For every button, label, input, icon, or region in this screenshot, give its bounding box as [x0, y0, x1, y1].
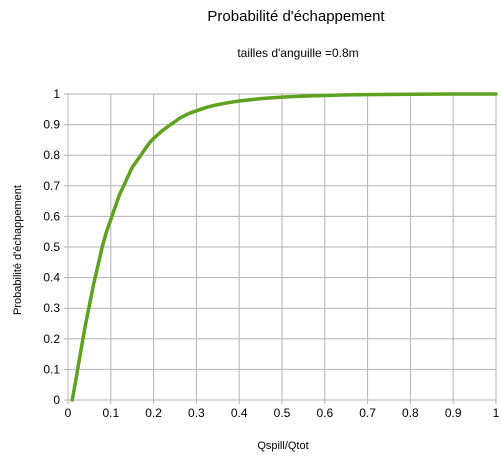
y-tick-label: 0.6 [43, 209, 60, 223]
y-tick-label: 0.9 [43, 118, 60, 132]
series [70, 92, 498, 402]
x-tick-label: 0.2 [145, 406, 162, 420]
y-tick-label: 0.3 [43, 301, 60, 315]
chart-title: Probabilité d'échappement [207, 8, 385, 25]
series-line [70, 92, 498, 402]
y-tick-label: 0.5 [43, 240, 60, 254]
x-tick-label: 0.4 [231, 406, 248, 420]
x-tick-label: 0.6 [316, 406, 333, 420]
chart-subtitle: tailles d'anguille =0.8m [237, 46, 359, 60]
y-tick-label: 0.4 [43, 271, 60, 285]
x-tick-label: 0.7 [359, 406, 376, 420]
x-tick-label: 0 [65, 406, 72, 420]
y-tick-label: 0.7 [43, 179, 60, 193]
y-tick-labels: 0 0.1 0.2 0.3 0.4 0.5 0.6 0.7 0.8 0.9 1 [43, 87, 60, 407]
x-tick-label: 0.1 [102, 406, 119, 420]
x-tick-label: 1 [493, 406, 500, 420]
y-tick-label: 0 [53, 393, 60, 407]
y-tick-label: 1 [53, 87, 60, 101]
y-tick-label: 0.8 [43, 148, 60, 162]
y-axis-label: Probabilité d'échappement [12, 185, 24, 315]
x-tick-label: 0.8 [402, 406, 419, 420]
grid [64, 93, 497, 404]
x-tick-labels: 0 0.1 0.2 0.3 0.4 0.5 0.6 0.7 0.8 0.9 1 [65, 406, 500, 420]
x-tick-label: 0.3 [188, 406, 205, 420]
y-tick-label: 0.1 [43, 362, 60, 376]
x-tick-label: 0.5 [274, 406, 291, 420]
x-axis-label: Qspill/Qtot [257, 440, 308, 452]
x-tick-label: 0.9 [445, 406, 462, 420]
y-tick-label: 0.2 [43, 332, 60, 346]
